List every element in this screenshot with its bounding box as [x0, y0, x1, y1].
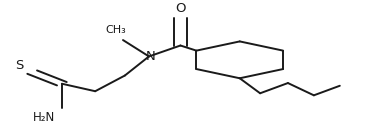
Text: N: N: [146, 50, 155, 63]
Text: O: O: [175, 2, 186, 15]
Text: H₂N: H₂N: [33, 111, 55, 124]
Text: S: S: [15, 59, 23, 72]
Text: CH₃: CH₃: [105, 25, 126, 35]
